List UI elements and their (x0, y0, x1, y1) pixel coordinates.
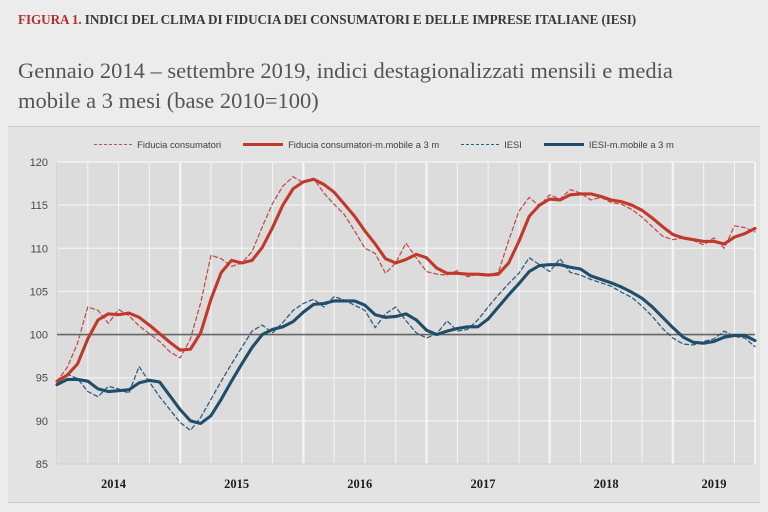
legend-label: IESI (504, 138, 522, 150)
x-axis-tick-label: 2017 (470, 477, 495, 491)
series-line-dashed (56, 257, 756, 431)
chart-legend: Fiducia consumatori Fiducia consumatori-… (8, 134, 760, 154)
figure-subtitle: Gennaio 2014 – settembre 2019, indici de… (18, 58, 673, 113)
x-axis-tick-label: 2016 (347, 477, 372, 491)
legend-item-iesi[interactable]: IESI (461, 139, 522, 150)
y-axis-tick-label: 110 (30, 243, 48, 255)
legend-item-fiducia-consumatori[interactable]: Fiducia consumatori (94, 139, 221, 150)
legend-item-iesi-mm3[interactable]: IESI-m.mobile a 3 m (543, 138, 674, 150)
y-axis-tick-label: 105 (30, 286, 48, 298)
series-line-dashed (56, 176, 756, 382)
dashed-blue-line-icon (461, 143, 500, 145)
x-axis-tick-label: 2019 (701, 477, 726, 491)
y-axis-tick-label: 85 (36, 459, 48, 471)
legend-label: Fiducia consumatori (137, 138, 222, 150)
series-line-solid (55, 177, 757, 383)
x-axis-tick-label: 2015 (224, 477, 249, 491)
figure-title: INDICI DEL CLIMA DI FIDUCIA DEI CONSUMAT… (84, 12, 637, 27)
y-axis-tick-label: 115 (30, 200, 48, 212)
legend-label: IESI-m.mobile a 3 m (588, 138, 674, 150)
series-line-solid (55, 263, 757, 425)
line-chart-plot: 85 90 95 100 105 110 115 120 2014 2015 2016 2017 201… (30, 157, 757, 491)
dashed-red-line-icon (94, 143, 133, 145)
y-axis-tick-label: 120 (30, 157, 48, 169)
x-axis-tick-label: 2014 (101, 477, 127, 491)
figure-number: FIGURA 1. (18, 12, 82, 27)
legend-label: Fiducia consumatori-m.mobile a 3 m (288, 138, 440, 150)
x-axis-tick-label: 2018 (594, 477, 619, 491)
legend-item-fiducia-consumatori-mm3[interactable]: Fiducia consumatori-m.mobile a 3 m (243, 139, 439, 150)
figure-heading: FIGURA 1. INDICI DEL CLIMA DI FIDUCIA DE… (18, 11, 754, 28)
y-axis-tick-label: 90 (36, 416, 48, 428)
solid-red-line-icon (243, 142, 284, 146)
chart-card: Fiducia consumatori Fiducia consumatori-… (8, 126, 760, 503)
y-axis-tick-label: 95 (36, 373, 48, 385)
solid-blue-line-icon (543, 142, 584, 146)
y-axis-tick-label: 100 (30, 330, 48, 342)
